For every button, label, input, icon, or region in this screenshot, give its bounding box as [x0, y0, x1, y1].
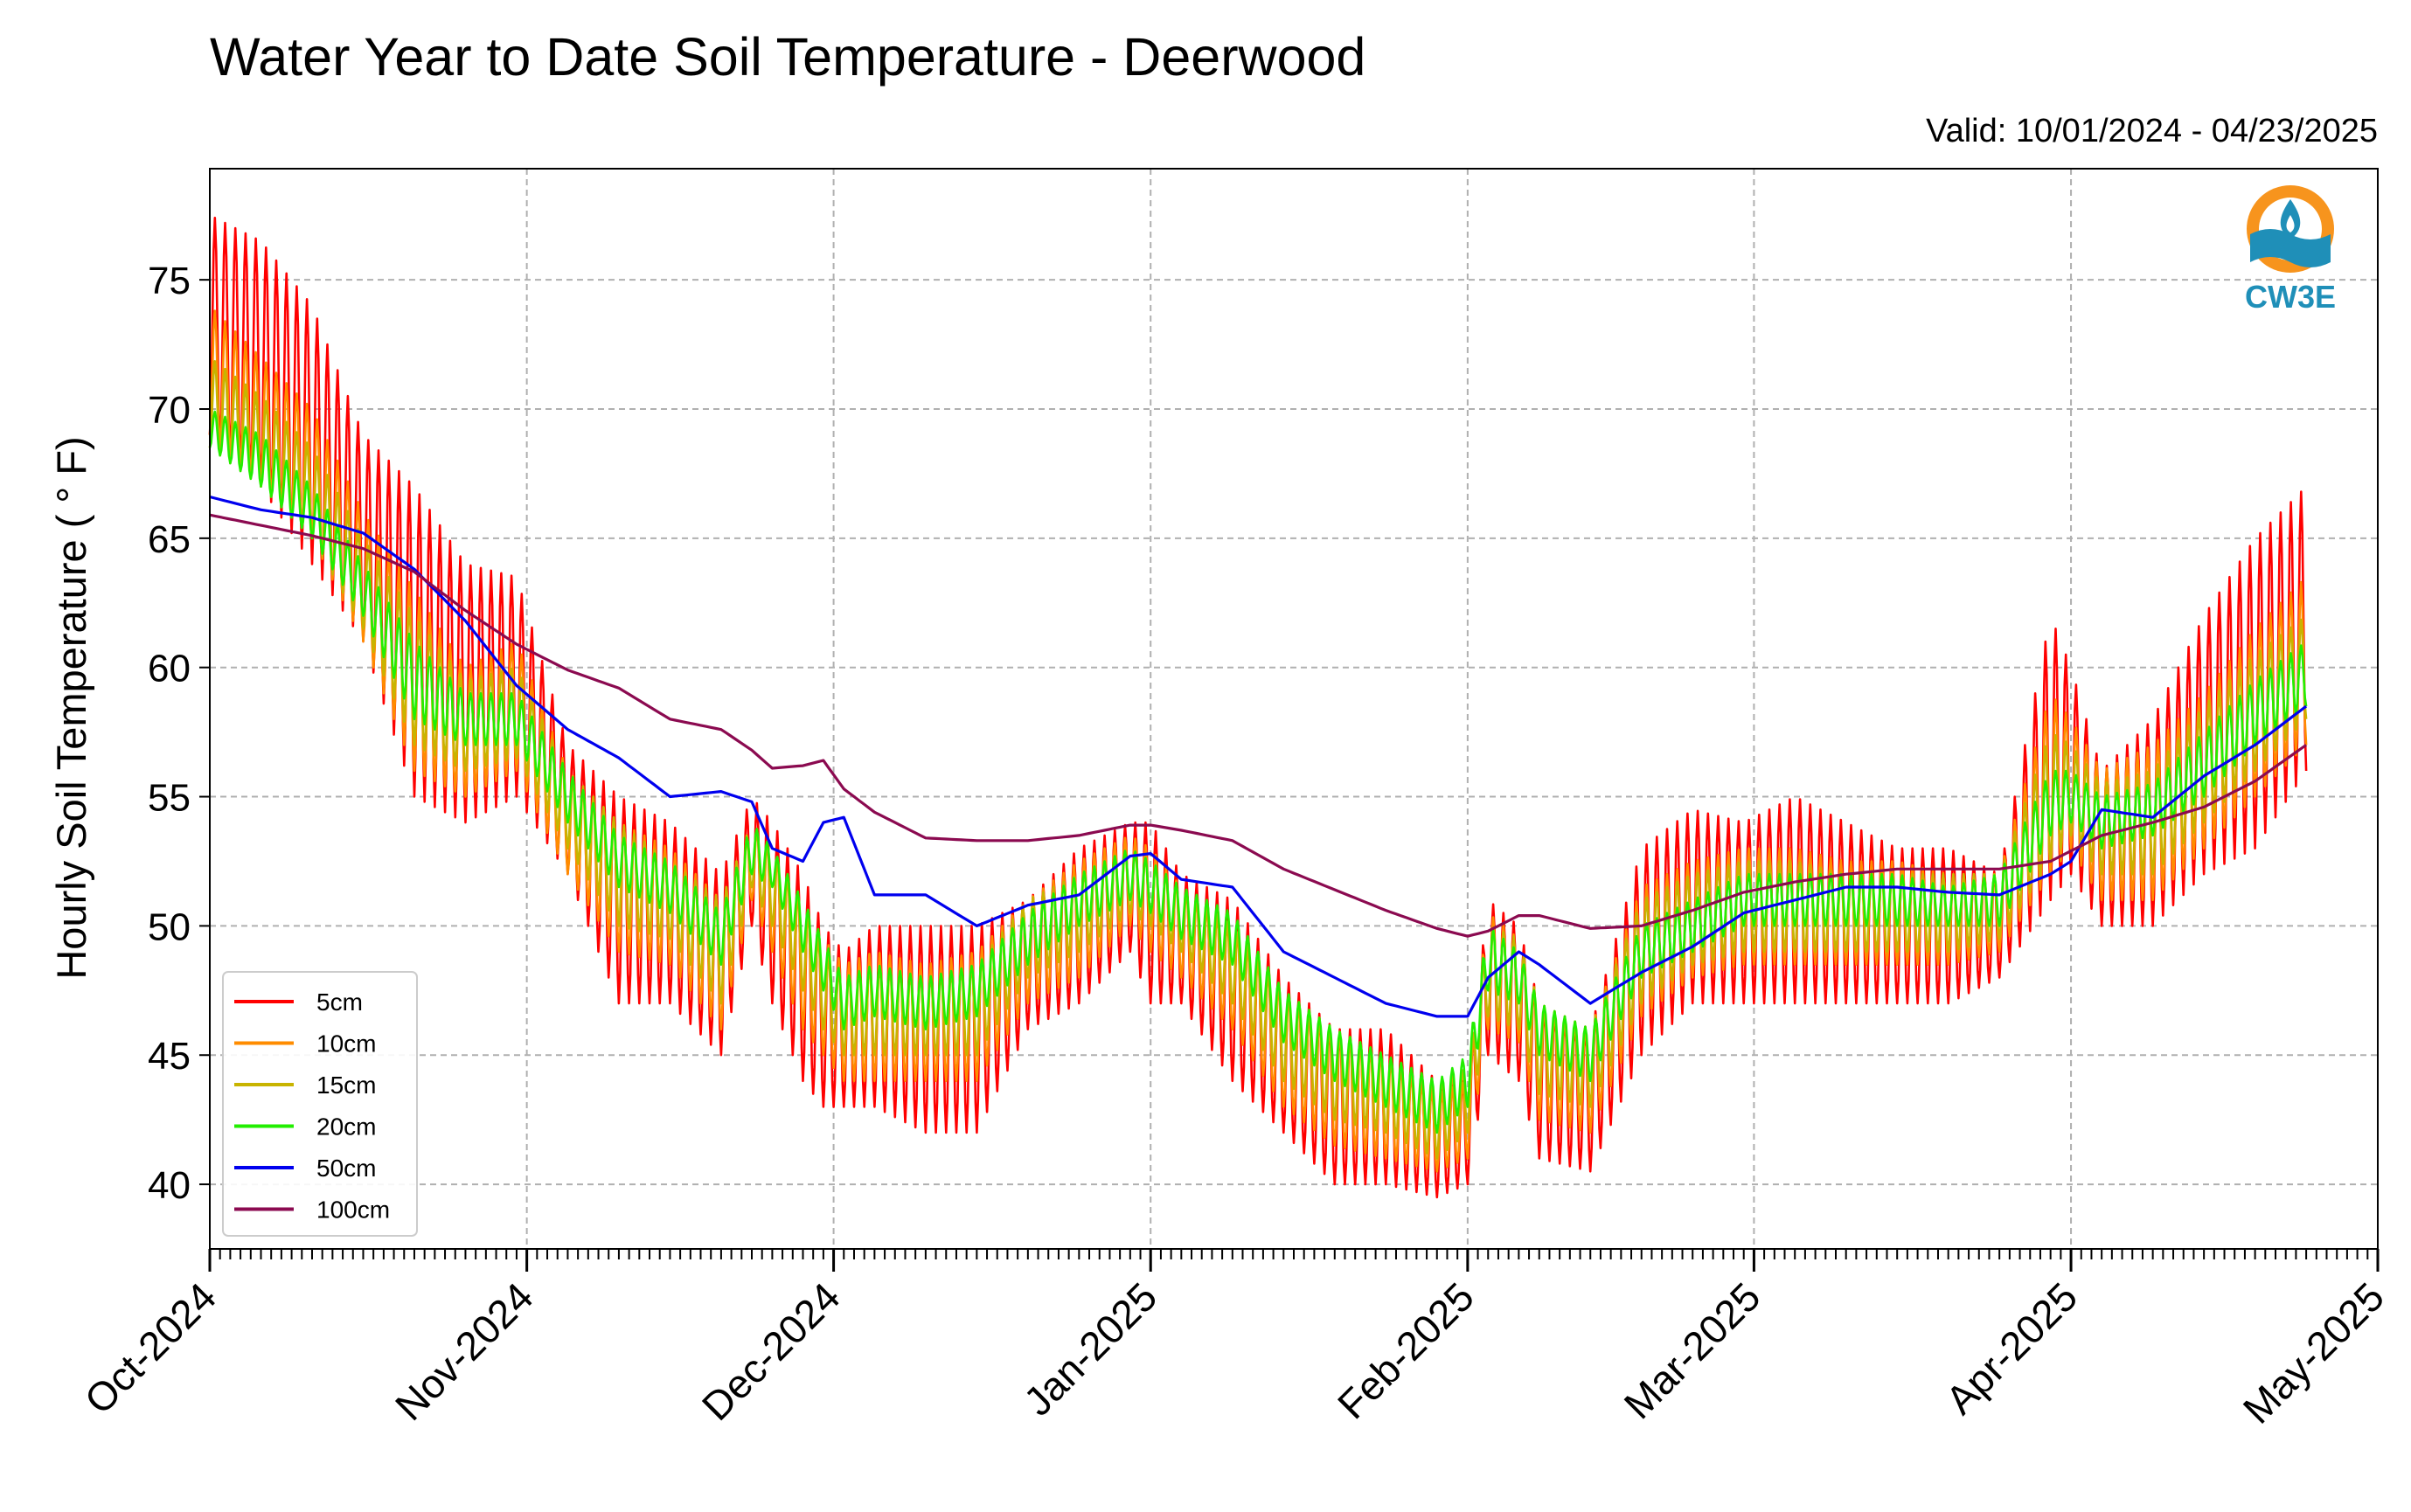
legend-label-5cm: 5cm	[316, 988, 363, 1016]
legend-label-10cm: 10cm	[316, 1030, 376, 1058]
series-lines	[209, 495, 2308, 1018]
x-tick-label: Jan-2025	[1015, 1273, 1165, 1424]
x-tick-label: Nov-2024	[386, 1273, 542, 1429]
legend-label-100cm: 100cm	[316, 1196, 390, 1224]
x-tick-label: Oct-2024	[76, 1273, 226, 1423]
legend-box	[222, 971, 418, 1237]
logo-text: CW3E	[2245, 279, 2336, 315]
y-tick-label: 40	[148, 1164, 191, 1207]
grid-lines	[210, 169, 2378, 1249]
legend-label-15cm: 15cm	[316, 1072, 376, 1099]
y-tick-label: 60	[148, 648, 191, 690]
legend: 5cm 10cm 15cm 20cm 50cm 100cm	[222, 971, 418, 1237]
x-tick-label: Feb-2025	[1329, 1273, 1483, 1427]
logo-drop-highlight	[2286, 215, 2295, 232]
y-tick-label: 75	[148, 260, 191, 302]
series-bands	[208, 216, 2308, 1199]
series-line-20cm	[208, 410, 2308, 1134]
valid-date-range: Valid: 10/01/2024 - 04/23/2025	[1926, 113, 2378, 149]
y-tick-label: 70	[148, 389, 191, 432]
y-tick-label: 65	[148, 518, 191, 561]
logo-wave-icon	[2250, 229, 2331, 267]
series-line-50cm	[209, 495, 2308, 1018]
series-line-100cm	[209, 513, 2308, 938]
cw3e-logo: CW3E	[2245, 185, 2336, 315]
x-tick-label: Dec-2024	[693, 1273, 849, 1429]
y-axis-label: Hourly Soil Temperature ( ° F)	[48, 436, 94, 979]
y-tick-label: 55	[148, 777, 191, 820]
legend-label-20cm: 20cm	[316, 1113, 376, 1141]
chart-title: Water Year to Date Soil Temperature - De…	[210, 27, 1365, 87]
x-tick-label: Mar-2025	[1615, 1273, 1769, 1427]
y-tick-label: 45	[148, 1035, 191, 1078]
y-tick-label: 50	[148, 905, 191, 948]
x-tick-label: May-2025	[2234, 1273, 2393, 1432]
axis-ticks: 40 45 50 55 60 65 70 75 Oct-2024 Nov-2024 Dec-2024…	[76, 260, 2394, 1432]
legend-label-50cm: 50cm	[316, 1155, 376, 1182]
x-tick-label: Apr-2025	[1937, 1273, 2087, 1423]
